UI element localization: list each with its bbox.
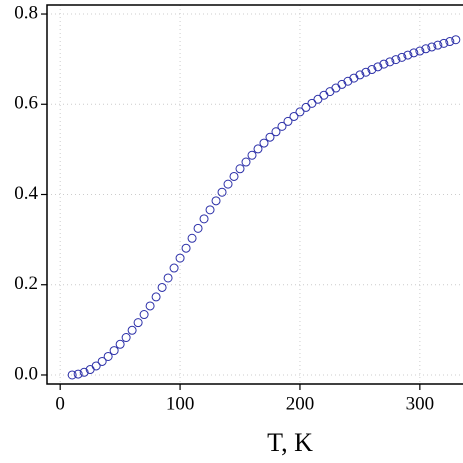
data-point <box>217 187 227 197</box>
data-point <box>199 214 209 224</box>
data-point <box>103 351 113 361</box>
data-point <box>391 55 401 65</box>
data-point <box>313 94 323 104</box>
data-point <box>277 121 287 131</box>
data-point <box>121 333 131 343</box>
data-point <box>319 90 329 100</box>
data-point <box>67 370 77 380</box>
data-point <box>145 301 155 311</box>
data-point <box>241 157 251 167</box>
data-point <box>157 282 167 292</box>
data-point <box>175 253 185 263</box>
x-axis-label: T, K <box>267 428 313 457</box>
y-tick-label: 0.8 <box>14 2 38 23</box>
data-point <box>331 83 341 93</box>
data-point <box>361 67 371 77</box>
data-point <box>283 116 293 126</box>
data-point <box>301 102 311 112</box>
data-point <box>205 205 215 215</box>
data-point <box>271 127 281 137</box>
data-point <box>451 35 461 45</box>
data-point <box>79 367 89 377</box>
data-point <box>427 42 437 52</box>
data-point <box>223 179 233 189</box>
data-point <box>439 38 449 48</box>
data-point <box>415 46 425 56</box>
data-point <box>421 44 431 54</box>
data-point <box>127 325 137 335</box>
data-point <box>139 310 149 320</box>
y-tick-label: 0.6 <box>14 93 38 114</box>
axis-frame <box>46 4 463 385</box>
data-point <box>151 292 161 302</box>
data-point <box>433 40 443 50</box>
data-point <box>409 48 419 58</box>
y-tick-label: 0.2 <box>14 273 38 294</box>
data-point <box>373 62 383 72</box>
data-point <box>445 37 455 47</box>
data-point <box>325 87 335 97</box>
data-point <box>229 171 239 181</box>
data-point <box>307 98 317 108</box>
x-tick-label: 200 <box>286 393 315 414</box>
data-point <box>253 144 263 154</box>
x-tick-label: 100 <box>166 393 195 414</box>
y-tick-label: 0.0 <box>14 363 38 384</box>
data-point <box>235 164 245 174</box>
x-tick-label: 300 <box>406 393 435 414</box>
data-point <box>259 138 269 148</box>
data-point <box>403 50 413 60</box>
data-point <box>379 59 389 69</box>
data-point <box>385 57 395 67</box>
data-point <box>115 339 125 349</box>
data-point <box>109 346 119 356</box>
data-point <box>397 52 407 62</box>
data-point <box>181 243 191 253</box>
data-point <box>169 263 179 273</box>
data-point <box>295 107 305 117</box>
data-point <box>187 233 197 243</box>
data-point <box>97 356 107 366</box>
data-point <box>289 111 299 121</box>
x-tick-label: 0 <box>55 393 65 414</box>
data-point <box>73 369 83 379</box>
data-point <box>265 132 275 142</box>
data-point <box>91 361 101 371</box>
data-point <box>247 150 257 160</box>
data-point <box>133 318 143 328</box>
data-point <box>211 196 221 206</box>
data-point <box>163 273 173 283</box>
y-tick-label: 0.4 <box>14 183 38 204</box>
data-point <box>367 65 377 75</box>
data-point <box>355 70 365 80</box>
data-point <box>193 223 203 233</box>
